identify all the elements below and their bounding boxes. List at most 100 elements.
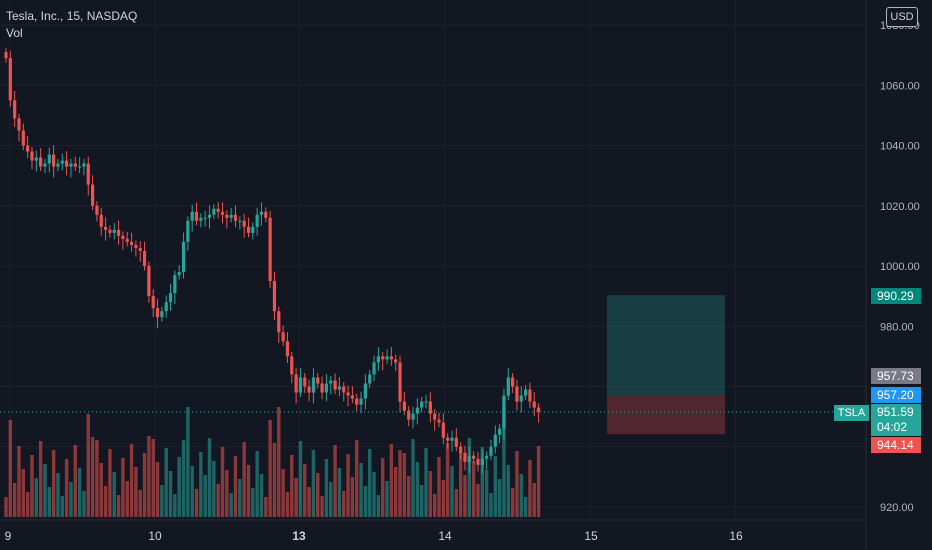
volume-bar	[34, 478, 39, 517]
volume-bar	[381, 458, 385, 517]
volume-bar	[225, 470, 229, 517]
candle-body	[65, 160, 69, 167]
candle-body	[355, 398, 359, 405]
candle-body	[368, 374, 372, 384]
volume-bar	[376, 495, 381, 517]
candle-body	[103, 226, 108, 230]
candle-body	[129, 241, 134, 245]
candle-body	[294, 374, 298, 393]
volume-bar	[398, 450, 402, 517]
candle-body	[290, 356, 294, 375]
candle-body	[320, 383, 324, 393]
candle-body	[359, 398, 363, 405]
candle-body	[329, 380, 333, 384]
price-tick-label: 1060.00	[880, 80, 920, 92]
volume-bar	[445, 443, 450, 517]
candle-body	[246, 226, 251, 233]
symbol-tag: TSLA	[834, 405, 869, 421]
stop-price-tag: 944.14	[871, 437, 921, 453]
volume-bar	[21, 469, 26, 517]
time-tick-label: 14	[438, 529, 452, 543]
candle-body	[251, 226, 255, 233]
volume-bar	[95, 440, 99, 517]
candle-body	[394, 359, 398, 363]
candle-body	[255, 214, 259, 227]
candle-body	[168, 293, 173, 303]
volume-bar	[303, 464, 307, 517]
candle-body	[13, 100, 17, 119]
candle-body	[259, 211, 264, 215]
candle-body	[433, 413, 437, 420]
candle-body	[138, 247, 142, 251]
candle-body	[519, 395, 523, 402]
volume-bar	[411, 439, 415, 517]
candle-body	[489, 446, 493, 456]
volume-bar	[73, 445, 77, 517]
volume-bar	[60, 496, 64, 517]
candle-body	[303, 377, 307, 387]
candle-body	[480, 458, 484, 465]
volume-bar	[129, 444, 134, 517]
candle-body	[446, 437, 450, 441]
candle-body	[420, 401, 424, 408]
candle-body	[186, 220, 190, 242]
candle-body	[459, 446, 463, 453]
profit-zone	[607, 295, 725, 395]
candle-body	[108, 229, 112, 233]
candle-body	[424, 401, 428, 403]
volume-label[interactable]: Vol	[6, 26, 23, 40]
candle-body	[407, 410, 411, 420]
volume-bar	[12, 483, 17, 517]
currency-button[interactable]: USD	[886, 7, 918, 27]
bar-countdown: 04:02	[877, 420, 908, 434]
volume-bar	[484, 470, 489, 517]
volume-bar	[324, 459, 329, 517]
candle-body	[398, 362, 402, 402]
price-tick-label: 1000.00	[880, 261, 920, 273]
candle-body	[415, 407, 419, 414]
candle-body	[281, 332, 285, 342]
volume-bar	[220, 447, 225, 517]
volume-bar	[532, 483, 536, 517]
volume-bar	[199, 452, 203, 517]
time-tick-label: 16	[729, 529, 743, 543]
volume-bar	[203, 475, 207, 517]
candle-body	[220, 211, 225, 215]
volume-bar	[463, 475, 467, 517]
candle-body	[389, 356, 393, 360]
volume-bar	[246, 465, 251, 517]
candle-body	[264, 211, 268, 218]
candle-body	[21, 130, 25, 146]
time-tick-label: 9	[5, 529, 12, 543]
time-tick-label: 13	[292, 529, 306, 543]
candle-body	[450, 437, 454, 441]
volume-bar	[359, 463, 363, 517]
volume-bar	[290, 455, 294, 517]
symbol-title[interactable]: Tesla, Inc., 15, NASDAQ	[6, 9, 138, 23]
volume-bar	[181, 440, 186, 517]
volume-bar	[489, 493, 493, 517]
volume-bar	[419, 485, 424, 517]
volume-bar	[134, 467, 138, 517]
volume-bar	[268, 420, 272, 517]
volume-bar	[69, 482, 73, 517]
candle-body	[199, 217, 203, 221]
volume-bar	[99, 463, 103, 517]
volume-bar	[264, 497, 268, 517]
loss-zone	[607, 394, 725, 435]
volume-bar	[77, 468, 82, 517]
candle-body	[8, 58, 12, 101]
volume-bar	[142, 453, 147, 517]
volume-bar	[51, 450, 56, 517]
price-tick-label: 1040.00	[880, 141, 920, 153]
candle-body	[532, 401, 536, 408]
volume-bar	[8, 420, 13, 517]
candle-body	[147, 266, 151, 297]
volume-bar	[450, 466, 454, 517]
volume-bar	[320, 496, 324, 517]
volume-bar	[536, 446, 541, 517]
volume-bar	[82, 491, 86, 517]
candle-body	[86, 163, 90, 185]
volume-bar	[186, 407, 190, 517]
